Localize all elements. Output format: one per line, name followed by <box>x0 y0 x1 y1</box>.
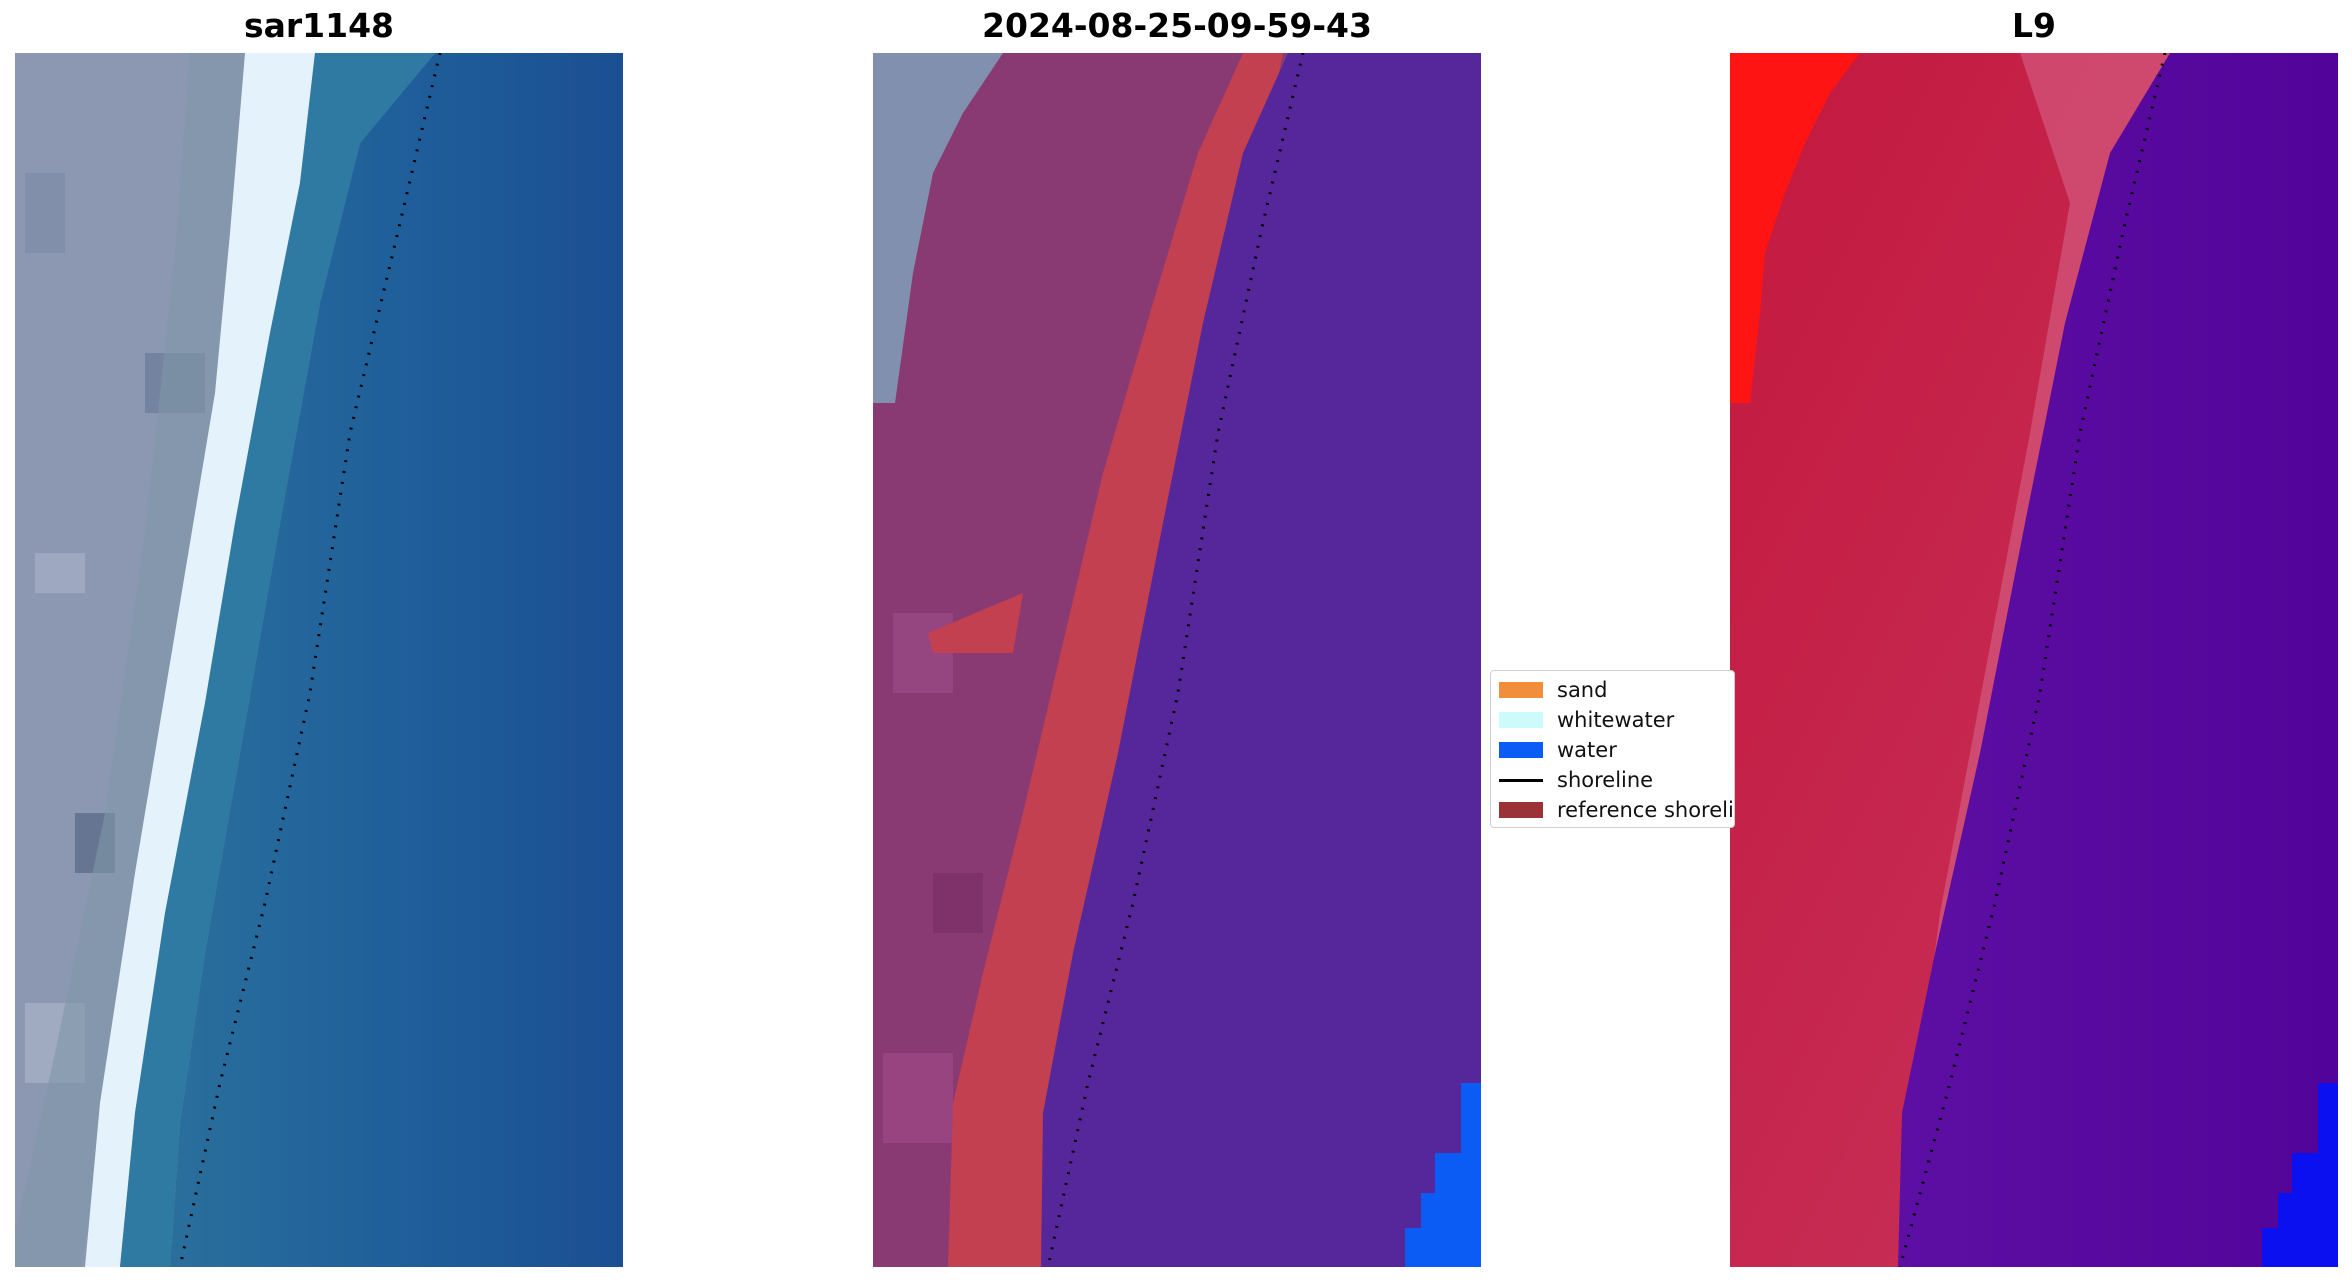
rgb-image-panel <box>15 53 623 1267</box>
legend-item-shoreline: shoreline <box>1491 766 1734 792</box>
legend: sand whitewater water shoreline referenc… <box>1490 670 1735 828</box>
legend-label-water: water <box>1557 738 1617 762</box>
legend-label-shoreline: shoreline <box>1557 768 1654 792</box>
classified-image-panel <box>873 53 1481 1267</box>
shoreline-line-icon <box>1499 779 1543 782</box>
sand-swatch <box>1499 682 1543 698</box>
water-swatch <box>1499 742 1543 758</box>
legend-label-sand: sand <box>1557 678 1608 702</box>
legend-item-reference-shoreline: reference shoreline <box>1491 796 1734 822</box>
panel-title-index: L9 <box>2012 6 2056 45</box>
index-image-panel <box>1730 53 2338 1267</box>
panel-title-classified: 2024-08-25-09-59-43 <box>982 6 1372 45</box>
legend-label-whitewater: whitewater <box>1557 708 1675 732</box>
legend-item-water: water <box>1491 736 1734 762</box>
whitewater-swatch <box>1499 712 1543 728</box>
legend-item-whitewater: whitewater <box>1491 706 1734 732</box>
legend-item-sand: sand <box>1491 676 1734 702</box>
rgb-image <box>15 53 623 1267</box>
legend-label-reference-shoreline: reference shoreline <box>1557 798 1734 822</box>
reference-shoreline-swatch <box>1499 802 1543 818</box>
classified-image <box>873 53 1481 1267</box>
index-image <box>1730 53 2338 1267</box>
panel-title-rgb: sar1148 <box>243 6 395 45</box>
